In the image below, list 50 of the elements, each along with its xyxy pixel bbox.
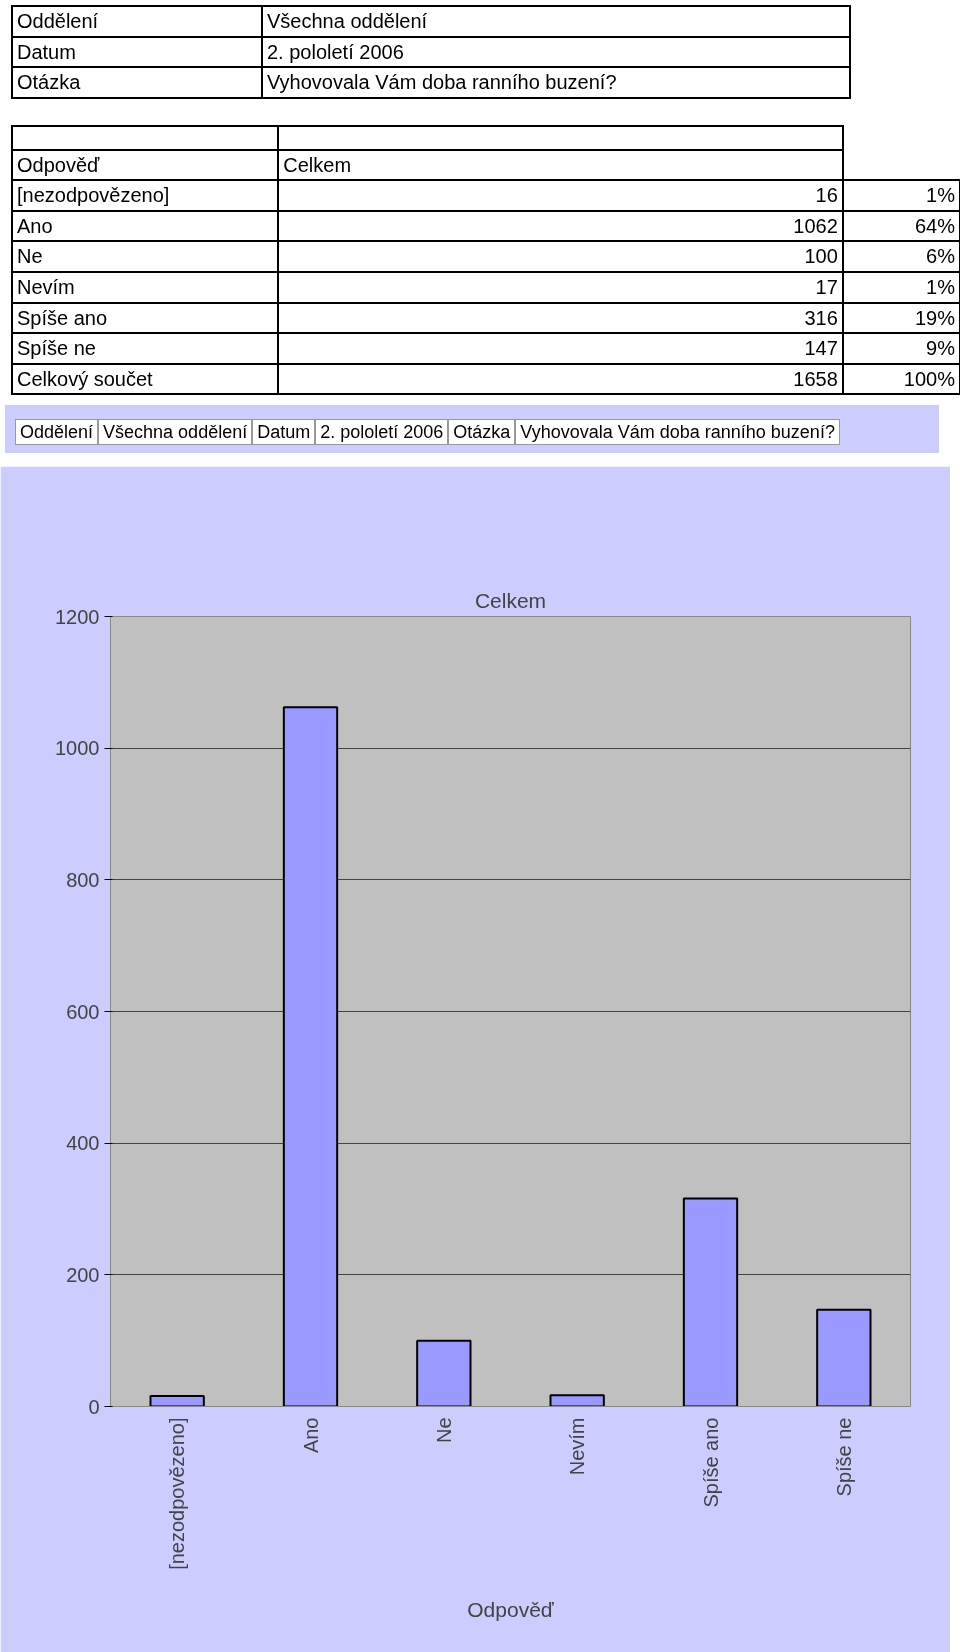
text: 100% xyxy=(842,363,960,395)
chart-title: Celkem xyxy=(474,588,547,612)
x-tick-label: [nezodpovězeno] xyxy=(166,1417,189,1570)
text: Všechna oddělení xyxy=(267,10,428,32)
category-label: Ano xyxy=(17,214,53,237)
y-tick-label: 1200 xyxy=(55,605,100,628)
text: 316 xyxy=(278,302,843,334)
text: 19% xyxy=(842,302,960,334)
text: 1062 xyxy=(278,210,843,242)
text: 64% xyxy=(842,210,960,242)
category-label: Nevím xyxy=(17,275,75,298)
text: 100 xyxy=(278,241,843,272)
category-label: Spíše ano xyxy=(17,306,108,329)
text: 1658 xyxy=(278,363,843,395)
text: 9% xyxy=(842,333,960,364)
text: 2. pololetí 2006 xyxy=(267,40,404,63)
x-axis-title: Odpověď xyxy=(467,1597,555,1621)
y-tick-label: 1000 xyxy=(55,737,100,760)
x-tick-label: Spíše ano xyxy=(699,1417,722,1508)
y-tick-label: 400 xyxy=(66,1132,100,1155)
x-tick-label: Ano xyxy=(299,1417,322,1454)
text: Otázka xyxy=(448,419,516,445)
text: Vyhovovala Vám doba ranního buzení? xyxy=(515,419,840,445)
text: Celkem xyxy=(278,149,843,181)
text: 17 xyxy=(278,271,843,303)
category-label: Ne xyxy=(17,245,43,268)
text: Datum xyxy=(252,419,316,445)
text: Celkový součet xyxy=(12,363,279,395)
y-tick-label: 800 xyxy=(66,868,100,891)
text: Datum xyxy=(17,40,76,63)
category-label: Spíše ne xyxy=(17,337,96,360)
text: Oddělení xyxy=(15,419,99,445)
y-tick-label: 0 xyxy=(88,1395,100,1418)
text: Otázka xyxy=(17,71,81,94)
text: 1% xyxy=(842,271,960,303)
x-tick-label: Nevím xyxy=(566,1417,589,1476)
text: 16 xyxy=(278,180,843,211)
text: 1% xyxy=(842,180,960,211)
text: 147 xyxy=(278,333,843,364)
text: 2. pololetí 2006 xyxy=(315,419,449,445)
text: Odpověď xyxy=(12,149,279,181)
text: Oddělení xyxy=(17,10,99,32)
text: Vyhovovala Vám doba ranního buzení? xyxy=(267,71,617,94)
category-label: [nezodpovězeno] xyxy=(17,184,170,207)
text: 6% xyxy=(842,241,960,272)
x-tick-label: Spíše ne xyxy=(832,1417,855,1497)
x-tick-label: Ne xyxy=(432,1417,455,1444)
y-tick-label: 200 xyxy=(66,1263,100,1286)
text: Všechna oddělení xyxy=(98,419,253,445)
y-tick-label: 600 xyxy=(66,1000,100,1023)
